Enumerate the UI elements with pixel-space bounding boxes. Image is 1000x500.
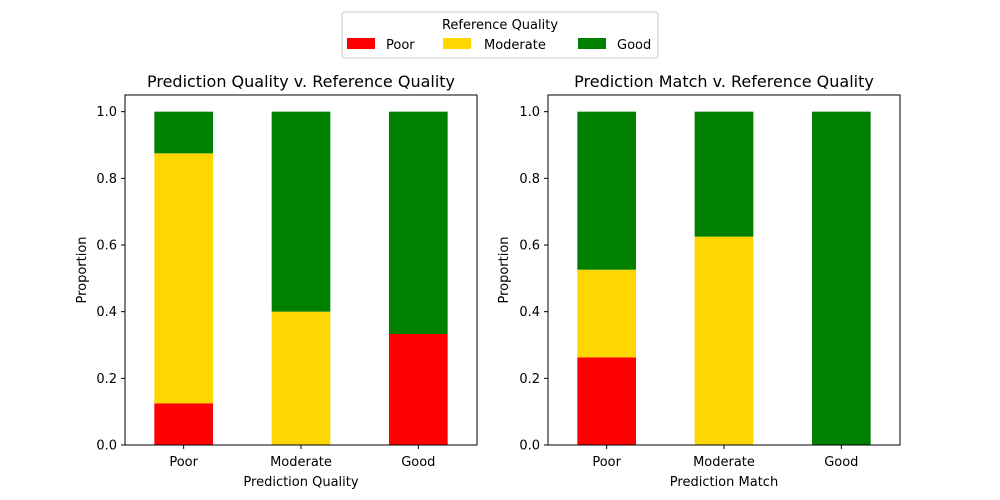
x-axis-title: Prediction Quality [243, 475, 358, 490]
y-tick-label: 1.0 [96, 105, 117, 120]
bar-poor-moderate [154, 153, 213, 404]
legend-item-moderate: Moderate [443, 38, 546, 53]
y-axis-title: Proportion [75, 236, 90, 303]
x-tick-label: Good [824, 455, 858, 470]
bar-moderate-good [694, 111, 754, 237]
chart-prediction-match: Prediction Match v. Reference Quality 0.… [497, 72, 901, 490]
y-tick-label: 0.6 [96, 239, 117, 254]
legend-label-good: Good [617, 38, 651, 53]
y-tick-label: 0.0 [519, 439, 540, 454]
legend: Reference Quality Poor Moderate Good [341, 11, 659, 59]
x-axis-title: Prediction Match [670, 475, 778, 490]
y-tick-label: 0.4 [96, 305, 117, 320]
bar-poor-poor [154, 403, 213, 445]
y-tick-label: 0.2 [96, 372, 117, 387]
chart-prediction-quality: Prediction Quality v. Reference Quality … [75, 72, 478, 490]
bars-layer [577, 111, 871, 446]
bar-poor-good [154, 111, 213, 154]
chart-title: Prediction Match v. Reference Quality [574, 72, 874, 91]
bar-poor-poor [577, 357, 636, 445]
x-ticks: Poor Moderate Good [592, 445, 858, 470]
x-ticks: Poor Moderate Good [169, 445, 435, 470]
x-tick-label: Moderate [693, 455, 755, 470]
y-tick-label: 0.8 [519, 172, 540, 187]
legend-item-good: Good [578, 38, 651, 53]
chart-title: Prediction Quality v. Reference Quality [147, 72, 455, 91]
bar-good-good [389, 111, 448, 335]
x-tick-label: Poor [592, 455, 621, 470]
bar-good-poor [389, 334, 448, 445]
bars-layer [154, 111, 448, 445]
legend-title: Reference Quality [442, 18, 558, 33]
legend-label-poor: Poor [386, 38, 415, 53]
y-tick-label: 1.0 [519, 105, 540, 120]
bar-moderate-moderate [694, 236, 754, 445]
x-tick-label: Good [401, 455, 435, 470]
y-tick-label: 0.8 [96, 172, 117, 187]
y-tick-label: 0.6 [519, 239, 540, 254]
y-axis-title: Proportion [497, 236, 512, 303]
y-tick-label: 0.0 [96, 439, 117, 454]
legend-swatch-good [578, 38, 606, 49]
bar-poor-moderate [577, 269, 636, 358]
y-tick-label: 0.2 [519, 372, 540, 387]
bar-moderate-good [271, 111, 331, 312]
y-ticks: 0.0 0.2 0.4 0.6 0.8 1.0 [96, 105, 125, 454]
y-ticks: 0.0 0.2 0.4 0.6 0.8 1.0 [519, 105, 548, 454]
bar-good-good [812, 111, 871, 446]
bar-moderate-moderate [271, 311, 331, 445]
x-tick-label: Poor [169, 455, 198, 470]
y-tick-label: 0.4 [519, 305, 540, 320]
x-tick-label: Moderate [270, 455, 332, 470]
legend-swatch-moderate [443, 38, 471, 49]
legend-label-moderate: Moderate [484, 38, 546, 53]
bar-poor-good [577, 111, 636, 270]
legend-swatch-poor [347, 38, 375, 49]
legend-item-poor: Poor [347, 38, 415, 53]
